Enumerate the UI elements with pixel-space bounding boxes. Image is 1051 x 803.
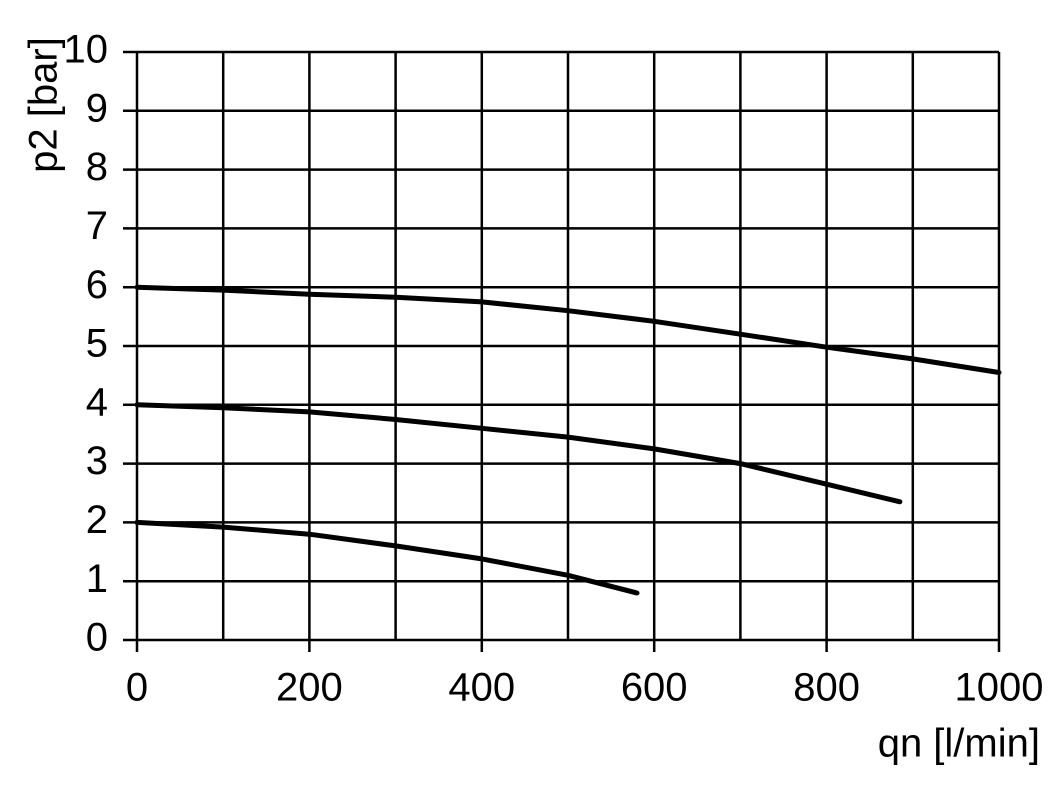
- y-tick-label: 2: [86, 498, 108, 542]
- y-tick-label: 9: [86, 86, 108, 130]
- series-line: [134, 402, 903, 505]
- y-tick-label: 0: [86, 616, 108, 660]
- y-tick-label: 7: [86, 204, 108, 248]
- y-tick-label: 4: [86, 380, 108, 424]
- y-tick-label: 8: [86, 145, 108, 189]
- y-tick-label: 5: [86, 322, 108, 366]
- x-tick-label: 800: [793, 666, 860, 710]
- y-tick-label: 1: [86, 557, 108, 601]
- y-tick-label: 10: [64, 28, 109, 72]
- x-tick-label: 0: [126, 666, 148, 710]
- x-tick-label: 200: [276, 666, 343, 710]
- x-axis-label: qn [l/min]: [878, 722, 1040, 766]
- y-axis-label: p2 [bar]: [22, 37, 66, 173]
- series-line: [134, 519, 640, 596]
- series-line: [134, 284, 1002, 375]
- x-tick-label: 1000: [955, 666, 1044, 710]
- x-tick-label: 400: [448, 666, 515, 710]
- x-tick-label: 600: [621, 666, 688, 710]
- y-tick-label: 3: [86, 439, 108, 483]
- y-tick-label: 6: [86, 263, 108, 307]
